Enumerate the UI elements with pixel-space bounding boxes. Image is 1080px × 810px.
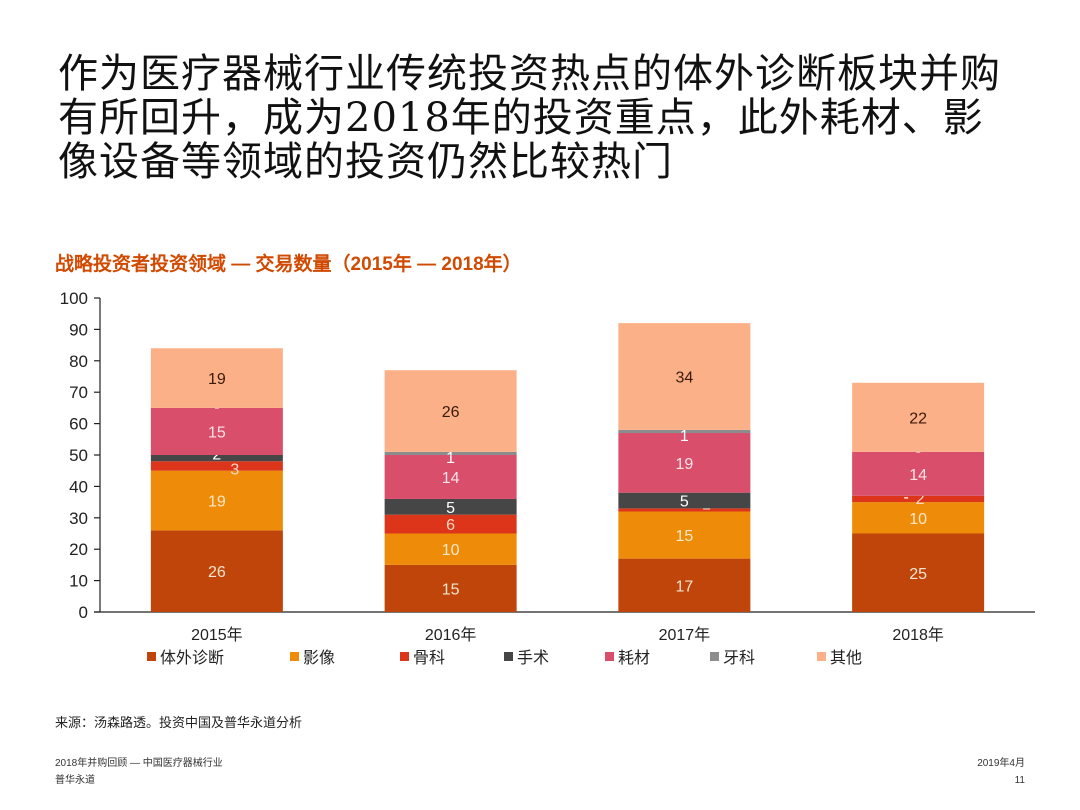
bar-segment [618,511,751,559]
slide-title: 作为医疗器械行业传统投资热点的体外诊断板块并购 有所回升，成为2018年的投资重… [58,52,1048,184]
bar-segment [852,502,985,534]
bar-segment [852,533,985,612]
y-tick-label: 0 [79,603,88,622]
bar-segment [618,492,751,509]
data-label: 6 [446,517,455,534]
bar-segment [384,564,517,612]
data-label: - [903,489,908,506]
slide-title-line: 像设备等领域的投资仍然比较热门 [58,139,673,185]
data-label: 19 [208,494,226,511]
data-label: 10 [442,542,460,559]
bar-segment [150,470,283,531]
bar-segment [150,407,283,455]
data-label: 14 [909,467,927,484]
data-label: 19 [675,456,693,473]
data-label: 25 [909,566,927,583]
bar-segment [150,530,283,612]
data-label: 5 [446,500,455,517]
y-tick-label: 90 [69,320,88,339]
legend-item: 耗材 [605,644,650,668]
bar-segment [618,323,751,430]
legend-item: 体外诊断 [147,644,224,668]
data-label: 1 [446,450,455,467]
bar-segment [384,370,517,452]
x-category-label: 2016年 [425,626,477,644]
bar-segment [618,429,751,434]
data-label: 5 [680,494,689,511]
x-category-label: 2018年 [892,626,944,644]
data-label: 26 [208,564,226,581]
y-tick-label: 40 [69,477,88,496]
bar-segment [150,348,283,408]
bar-segment [852,495,985,503]
data-label: 34 [675,370,693,387]
x-category-label: 2017年 [659,626,711,644]
y-tick-label: 100 [60,289,88,308]
chart-title: 战略投资者投资领域 — 交易数量（2015年 — 2018年） [55,254,522,275]
data-label: 17 [675,578,693,595]
footer-date: 2019年4月 [977,758,1025,769]
legend-label: 牙科 [723,650,756,667]
data-label: 15 [442,581,460,598]
legend-item: 牙科 [710,644,755,668]
data-label: 15 [208,424,226,441]
bar-segment [618,433,751,493]
data-label: 1 [680,428,689,445]
bar-segment [384,514,517,534]
legend-swatch [400,651,409,661]
legend-label: 骨科 [413,650,446,667]
x-category-label: 2015年 [191,626,243,644]
y-tick-label: 30 [69,509,88,528]
bar-segment [618,508,751,512]
legend-label: 体外诊断 [160,650,225,667]
footer-left: 2018年并购回顾 — 中国医疗器械行业 普华永道 [55,755,223,789]
legend-label: 手术 [517,650,550,667]
footer-report-title: 2018年并购回顾 — 中国医疗器械行业 [55,758,223,769]
y-tick-label: 10 [69,572,88,591]
data-label: 22 [909,410,927,427]
legend-swatch [504,651,513,661]
data-label: 19 [208,371,226,388]
y-tick-label: 20 [69,540,88,559]
legend-swatch [290,651,299,661]
legend-label: 耗材 [618,650,651,667]
data-label: 2 [916,491,925,508]
y-tick-label: 50 [69,446,88,465]
legend-item: 其他 [817,644,862,668]
y-tick-label: 60 [69,415,88,434]
legend-label: 其他 [830,650,863,667]
legend-item: 影像 [290,644,335,668]
legend-item: 手术 [504,644,549,668]
data-label: 3 [230,462,239,479]
bar-segment [150,461,283,471]
bar-segment [852,451,985,496]
bar-segment [384,498,517,515]
bar-segment [852,382,985,452]
chart-legend: 体外诊断 影像 骨科 手术 耗材 牙科 其他 [147,644,907,668]
legend-label: 影像 [303,650,336,667]
data-label: 14 [442,470,460,487]
slide-title-line: 有所回升，成为2018年的投资重点，此外耗材、影 [58,95,984,141]
bar-segment [384,451,517,455]
legend-swatch [710,651,719,661]
footer-company: 普华永道 [55,775,95,786]
y-tick-label: 80 [69,352,88,371]
footer-right: 2019年4月 11 [977,755,1025,789]
bar-segment [384,533,517,565]
data-label: 10 [909,511,927,528]
legend-swatch [147,651,156,661]
data-label: 26 [442,404,460,421]
legend-item: 骨科 [400,644,445,668]
page-number: 11 [1014,775,1025,786]
bar-segment [618,558,751,612]
bar-segment [384,455,517,499]
data-label: 15 [675,528,693,545]
bar-segment [150,455,283,462]
y-tick-label: 70 [69,383,88,402]
source-note: 来源：汤森路透。投资中国及普华永道分析 [55,715,303,730]
legend-swatch [817,651,826,661]
legend-swatch [605,651,614,661]
slide-title-line: 作为医疗器械行业传统投资热点的体外诊断板块并购 [58,51,1001,97]
